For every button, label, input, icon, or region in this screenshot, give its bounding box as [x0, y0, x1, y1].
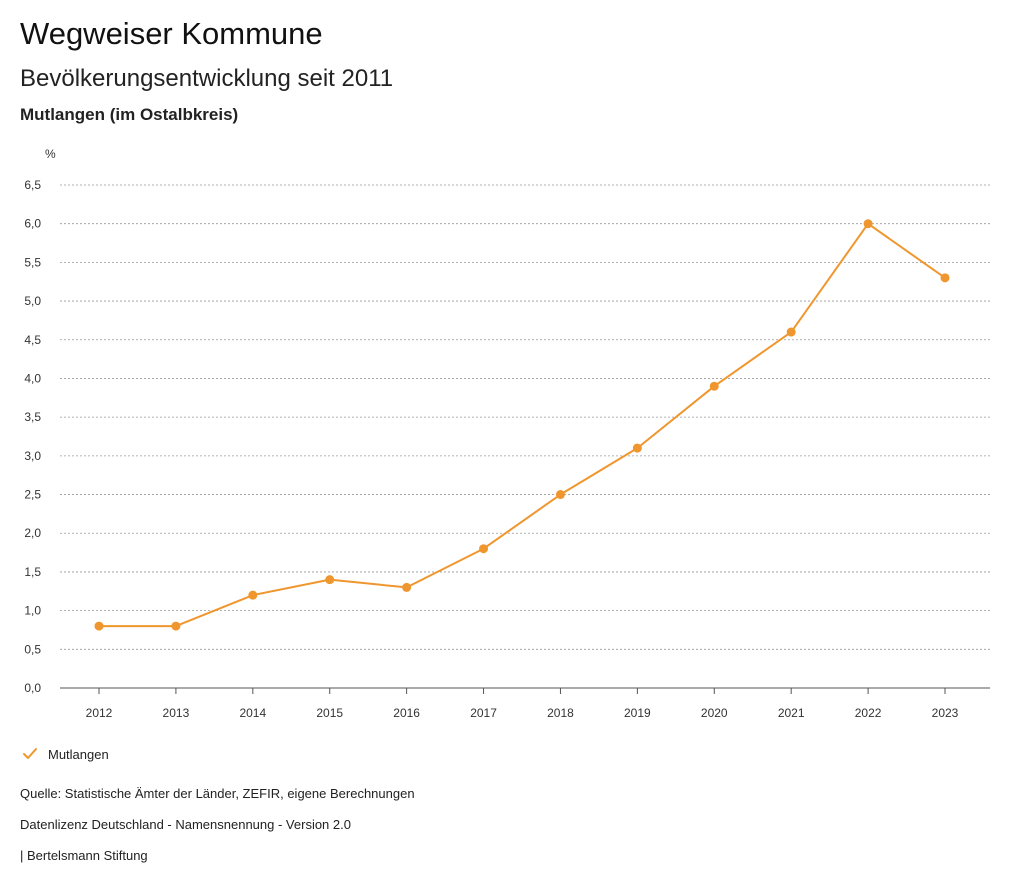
data-point: [555, 490, 565, 500]
data-point: [863, 219, 873, 229]
y-tick-label: 2,0: [24, 526, 41, 540]
y-tick-label: 1,0: [24, 604, 41, 618]
y-tick-label: 6,5: [24, 178, 41, 192]
y-tick-label: 0,5: [24, 642, 41, 656]
legend-label: Mutlangen: [48, 746, 109, 762]
data-point: [786, 327, 796, 337]
x-tick-label: 2023: [932, 706, 959, 720]
data-point: [325, 575, 335, 585]
x-tick-label: 2021: [778, 706, 805, 720]
y-tick-label: 4,0: [24, 371, 41, 385]
y-tick-label: 0,0: [24, 681, 41, 695]
x-tick-label: 2019: [624, 706, 651, 720]
x-tick-label: 2012: [86, 706, 113, 720]
y-tick-label: 5,5: [24, 255, 41, 269]
x-tick-label: 2016: [393, 706, 420, 720]
legend[interactable]: Mutlangen: [22, 746, 109, 762]
y-tick-label: 3,5: [24, 410, 41, 424]
check-icon: [23, 748, 37, 759]
y-tick-label: 2,5: [24, 488, 41, 502]
data-point: [479, 544, 489, 554]
data-point: [632, 443, 642, 453]
x-tick-label: 2018: [547, 706, 574, 720]
region-label: Mutlangen (im Ostalbkreis): [20, 105, 239, 124]
data-point: [94, 621, 104, 631]
x-tick-label: 2013: [163, 706, 190, 720]
x-tick-label: 2014: [239, 706, 266, 720]
series-line: [99, 222, 946, 628]
y-tick-label: 4,5: [24, 333, 41, 347]
y-tick-label: 5,0: [24, 294, 41, 308]
x-tick-label: 2017: [470, 706, 497, 720]
publisher-note: | Bertelsmann Stiftung: [20, 848, 148, 863]
data-point: [709, 381, 719, 391]
data-point: [940, 273, 950, 283]
page-title: Wegweiser Kommune: [20, 16, 323, 51]
y-tick-label: 6,0: [24, 217, 41, 231]
source-note: Quelle: Statistische Ämter der Länder, Z…: [20, 786, 415, 801]
license-note: Datenlizenz Deutschland - Namensnennung …: [20, 817, 351, 832]
data-point: [248, 590, 258, 600]
data-point: [171, 621, 181, 631]
y-axis-unit-label: %: [45, 147, 56, 161]
line-chart: % 0,0 0,5 1,0 1,5 2,0 2,5 3,0 3,5 4,0 4,5 5,0 5,5 6,0…: [24, 147, 990, 720]
y-tick-label: 3,0: [24, 449, 41, 463]
data-point: [402, 582, 412, 592]
y-tick-label: 1,5: [24, 565, 41, 579]
x-tick-label: 2022: [855, 706, 882, 720]
x-tick-label: 2020: [701, 706, 728, 720]
x-tick-label: 2015: [316, 706, 343, 720]
chart-subtitle: Bevölkerungsentwicklung seit 2011: [20, 65, 394, 92]
